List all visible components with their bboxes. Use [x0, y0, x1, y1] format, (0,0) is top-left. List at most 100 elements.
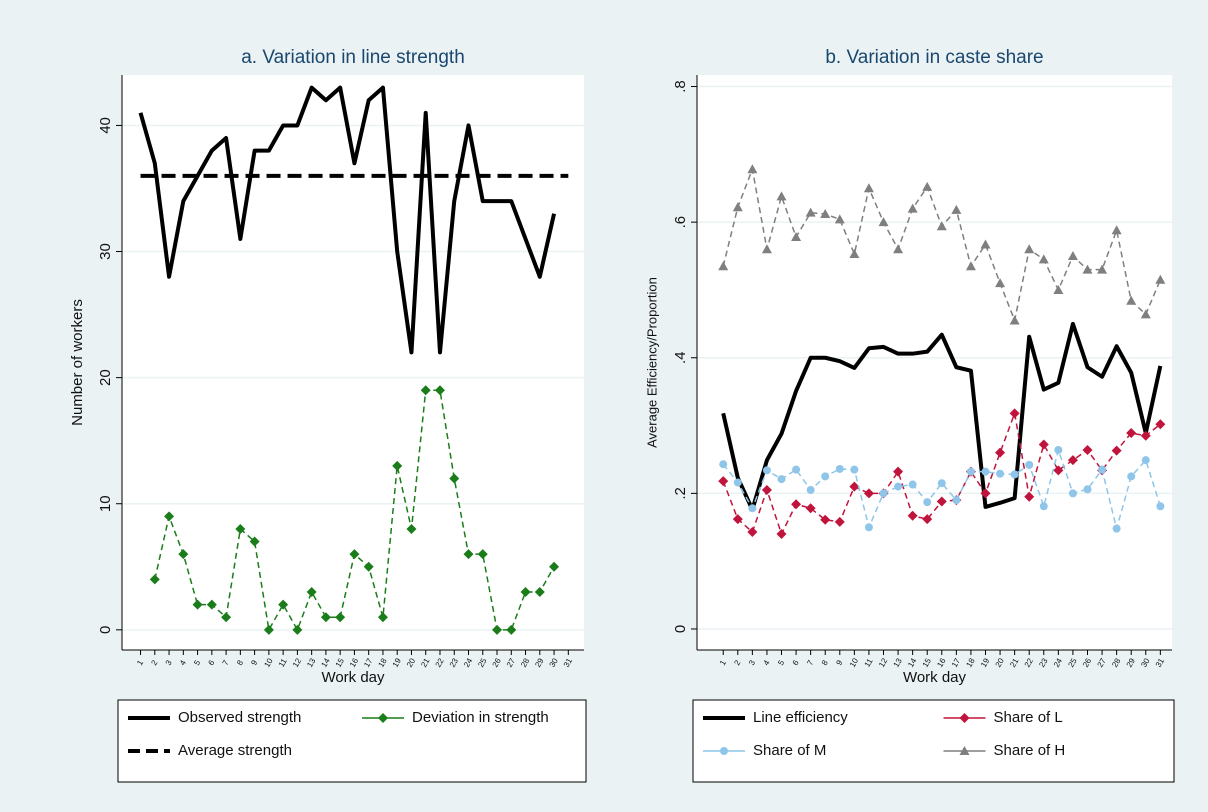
x-tick-label: 13 — [305, 656, 318, 669]
marker — [937, 479, 946, 488]
x-tick-label: 31 — [562, 656, 575, 669]
x-tick-label: 4 — [762, 658, 772, 667]
x-tick-label: 27 — [1096, 656, 1109, 669]
marker — [791, 232, 802, 242]
marker — [1112, 524, 1121, 533]
x-tick-label: 7 — [221, 658, 231, 667]
marker — [907, 203, 918, 213]
x-tick-label: 10 — [848, 656, 861, 669]
marker — [1009, 315, 1020, 325]
legend-label: Share of L — [994, 709, 1063, 726]
x-tick-label: 8 — [820, 658, 830, 667]
marker — [936, 496, 947, 507]
marker — [221, 612, 232, 623]
x-tick-label: 17 — [950, 656, 963, 669]
marker — [863, 183, 874, 193]
marker — [1126, 428, 1137, 439]
x-tick-label: 16 — [348, 656, 361, 669]
marker — [1082, 264, 1093, 274]
marker — [506, 624, 517, 635]
x-tick-label: 3 — [164, 658, 174, 667]
x-tick-label: 6 — [791, 658, 801, 667]
x-tick-label: 15 — [334, 656, 347, 669]
marker — [1010, 470, 1019, 479]
marker — [449, 473, 460, 484]
marker — [1156, 502, 1165, 511]
x-tick-label: 30 — [548, 656, 561, 669]
chart-title: a. Variation in line strength — [241, 47, 465, 68]
marker — [878, 217, 889, 227]
marker — [879, 489, 888, 498]
x-tick-label: 2 — [149, 658, 159, 667]
x-tick-label: 23 — [448, 656, 461, 669]
marker — [335, 612, 346, 623]
marker — [1009, 408, 1020, 419]
marker — [821, 472, 830, 481]
x-tick-label: 27 — [505, 656, 518, 669]
marker — [835, 464, 844, 473]
x-tick-label: 28 — [519, 656, 532, 669]
y-tick-label: 30 — [97, 243, 114, 260]
marker — [733, 478, 742, 487]
marker — [719, 460, 728, 469]
marker — [235, 523, 246, 534]
x-tick-label: 10 — [262, 656, 275, 669]
marker — [762, 466, 771, 475]
marker — [1053, 284, 1064, 294]
x-tick-label: 18 — [964, 656, 977, 669]
marker — [306, 586, 317, 597]
marker — [1039, 502, 1048, 511]
marker — [805, 207, 816, 217]
marker — [149, 574, 160, 585]
marker — [922, 181, 933, 191]
x-tick-label: 30 — [1139, 656, 1152, 669]
x-tick-label: 5 — [776, 658, 786, 667]
y-axis-label: Number of workers — [69, 299, 86, 426]
y-tick-label: .8 — [672, 80, 689, 93]
marker — [1155, 419, 1166, 430]
x-tick-label: 25 — [1066, 656, 1079, 669]
marker — [1111, 445, 1122, 456]
x-tick-label: 12 — [877, 656, 890, 669]
marker — [966, 467, 975, 476]
marker — [995, 278, 1006, 288]
x-tick-label: 1 — [135, 658, 145, 667]
marker — [908, 480, 917, 489]
x-tick-label: 26 — [491, 656, 504, 669]
marker — [1126, 295, 1137, 305]
marker — [178, 549, 189, 560]
marker — [893, 466, 904, 477]
marker — [850, 465, 859, 474]
marker — [776, 529, 787, 540]
marker — [820, 209, 831, 219]
marker — [292, 624, 303, 635]
y-tick-label: .2 — [672, 487, 689, 500]
marker — [980, 239, 991, 249]
marker — [981, 467, 990, 476]
x-tick-label: 23 — [1037, 656, 1050, 669]
legend-label: Observed strength — [178, 709, 301, 726]
x-axis-label: Work day — [321, 669, 385, 686]
marker — [995, 447, 1006, 458]
x-tick-label: 9 — [249, 658, 259, 667]
marker — [747, 164, 758, 174]
x-tick-label: 3 — [747, 658, 757, 667]
x-tick-label: 2 — [732, 658, 742, 667]
marker — [349, 549, 360, 560]
marker — [791, 499, 802, 510]
y-tick-label: 0 — [672, 625, 689, 633]
marker — [849, 481, 860, 492]
marker — [1083, 485, 1092, 494]
series-line — [138, 85, 557, 355]
legend-marker — [959, 746, 970, 755]
x-tick-label: 24 — [1052, 656, 1065, 669]
marker — [965, 261, 976, 271]
marker — [1025, 460, 1034, 469]
marker — [278, 599, 289, 610]
marker — [849, 249, 860, 259]
legend-label: Average strength — [178, 742, 292, 759]
marker — [923, 498, 932, 507]
legend-label: Line efficiency — [753, 709, 848, 726]
x-tick-label: 19 — [979, 656, 992, 669]
